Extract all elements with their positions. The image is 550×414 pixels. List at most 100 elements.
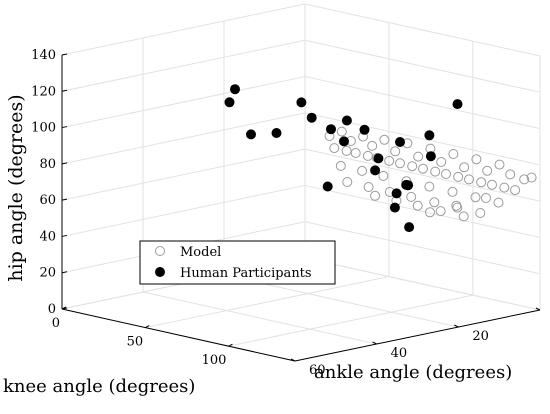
model-point	[350, 148, 361, 158]
model-point	[363, 182, 374, 192]
human-point	[391, 188, 402, 199]
model-point	[335, 160, 346, 171]
model-point	[430, 166, 441, 177]
model-point	[357, 165, 368, 176]
model-point	[470, 192, 481, 203]
x-axis-label: ankle angle (degrees)	[314, 362, 512, 383]
model-point	[341, 145, 352, 156]
model-point	[367, 140, 378, 151]
y-axis-label: knee angle (degrees)	[3, 376, 195, 397]
model-point	[526, 172, 537, 183]
grid-line	[304, 39, 541, 93]
model-point	[475, 208, 486, 218]
human-point	[339, 136, 349, 147]
legend-human-marker	[155, 267, 165, 277]
x-axis-line	[294, 309, 541, 362]
model-point	[379, 134, 390, 145]
model-point	[424, 181, 435, 192]
y-tick-label: 50	[127, 335, 144, 350]
human-point	[373, 153, 384, 164]
model-point	[413, 151, 424, 162]
model-point	[519, 174, 530, 185]
legend-human-label: Human Participants	[180, 266, 312, 281]
model-point	[429, 197, 440, 208]
model-point	[448, 149, 459, 159]
model-point	[471, 154, 482, 165]
model-point	[395, 158, 405, 169]
x-tick-label: 60	[309, 363, 326, 378]
x-tick-mark	[372, 341, 377, 345]
grid-line	[304, 221, 541, 275]
human-series	[224, 84, 463, 233]
model-point	[370, 190, 381, 201]
model-point	[452, 202, 463, 213]
model-point	[425, 207, 435, 218]
model-point	[459, 162, 470, 173]
z-tick-mark	[61, 198, 68, 201]
model-point	[336, 126, 347, 137]
y-tick-mark	[228, 343, 233, 347]
human-point	[296, 97, 307, 108]
model-point	[458, 211, 469, 222]
model-point	[494, 159, 505, 170]
model-point	[384, 155, 395, 166]
model-point	[487, 179, 497, 190]
human-point	[322, 181, 333, 192]
x-tick-mark	[535, 307, 541, 311]
grid-line	[61, 184, 306, 237]
human-point	[224, 97, 235, 108]
model-point	[378, 170, 389, 181]
human-point	[370, 165, 381, 176]
human-point	[403, 180, 414, 191]
z-tick-label: 20	[39, 266, 56, 281]
y-tick-label: 0	[52, 316, 60, 331]
model-point	[451, 200, 462, 211]
grid-line	[304, 184, 541, 238]
grid-line	[61, 39, 306, 92]
z-tick-mark	[61, 89, 68, 92]
x-tick-mark	[290, 358, 296, 362]
z-tick-mark	[61, 234, 68, 237]
model-point	[493, 197, 504, 208]
z-tick-mark	[61, 162, 68, 165]
grid-line	[61, 76, 306, 129]
human-point	[306, 112, 317, 123]
human-point	[389, 202, 400, 213]
grid-line	[304, 257, 541, 311]
grid-line	[145, 276, 390, 329]
grid-line	[61, 112, 306, 165]
x-tick-label: 40	[391, 346, 408, 361]
y-tick-label: 100	[202, 353, 227, 368]
model-point	[362, 150, 373, 161]
grid-line	[61, 148, 306, 201]
z-tick-label: 140	[31, 48, 56, 63]
model-point	[441, 169, 451, 179]
x-tick-mark	[454, 324, 459, 328]
model-point	[406, 191, 417, 202]
human-point	[230, 84, 240, 95]
model-point	[436, 157, 447, 167]
model-point	[510, 185, 521, 196]
model-point	[412, 200, 423, 211]
model-point	[453, 171, 464, 182]
model-point	[464, 174, 474, 185]
y-tick-mark	[144, 325, 150, 329]
human-point	[404, 222, 415, 233]
human-point	[326, 124, 336, 135]
y-axis-line	[61, 308, 296, 362]
z-tick-label: 100	[31, 121, 56, 136]
human-point	[271, 128, 282, 138]
z-tick-label: 40	[39, 229, 56, 244]
legend: Model Human Participants	[139, 240, 336, 285]
legend-model-label: Model	[180, 245, 221, 260]
human-point	[452, 99, 463, 110]
grid-line	[304, 76, 541, 130]
model-point	[435, 206, 446, 217]
z-tick-mark	[61, 126, 68, 129]
legend-box	[139, 240, 336, 285]
z-tick-mark	[61, 53, 68, 56]
human-point	[395, 137, 405, 147]
model-point	[342, 177, 353, 187]
grid-line	[304, 3, 541, 57]
